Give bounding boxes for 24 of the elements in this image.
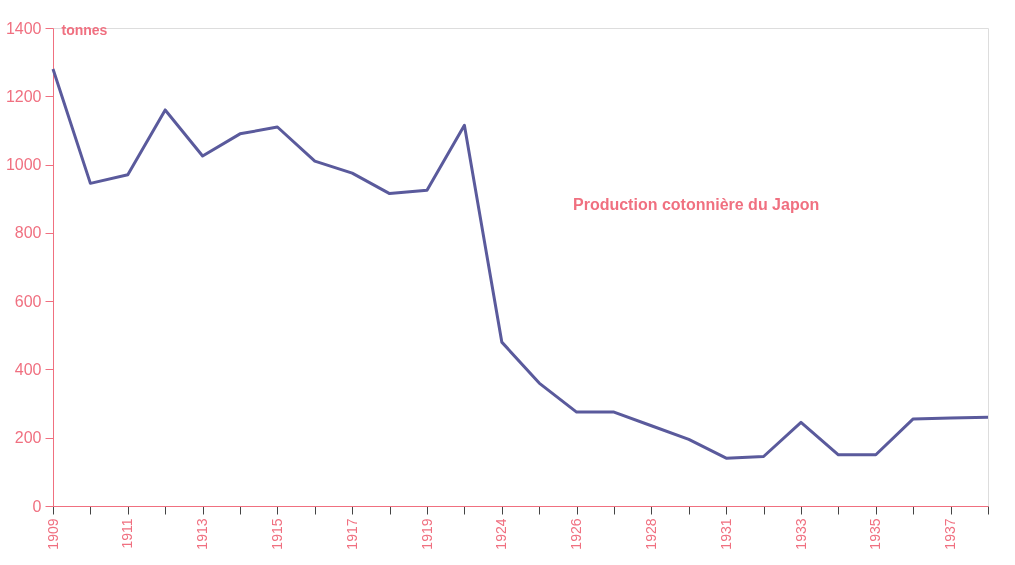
y-axis-title: tonnes xyxy=(61,21,108,38)
y-tick-label: 1400 xyxy=(5,19,42,37)
x-tick-label: 1913 xyxy=(194,518,211,550)
x-tick-label: 1915 xyxy=(268,518,285,550)
x-tick-label: 1931 xyxy=(717,518,734,550)
x-tick-label: 1935 xyxy=(867,518,884,550)
y-tick-label: 600 xyxy=(14,292,42,310)
x-tick-label: 1917 xyxy=(343,518,360,550)
x-tick-label: 1928 xyxy=(642,518,659,550)
x-tick-label: 1926 xyxy=(568,518,585,550)
x-tick-label: 1919 xyxy=(418,518,435,550)
y-tick-label: 800 xyxy=(14,224,42,242)
y-tick-label: 400 xyxy=(14,360,42,378)
annotation: Production cotonnière du Japon xyxy=(573,196,820,213)
x-tick-label: 1911 xyxy=(119,518,136,549)
x-tick-label: 1909 xyxy=(44,518,61,550)
y-tick-label: 1000 xyxy=(5,156,42,174)
line-series xyxy=(51,67,990,460)
x-tick-label: 1933 xyxy=(792,518,809,550)
y-tick-label: 1200 xyxy=(5,87,42,105)
x-tick-label: 1924 xyxy=(493,518,510,550)
y-tick-label: 0 xyxy=(32,497,42,515)
y-tick-label: 200 xyxy=(14,429,42,447)
x-tick-label: 1937 xyxy=(942,518,959,550)
